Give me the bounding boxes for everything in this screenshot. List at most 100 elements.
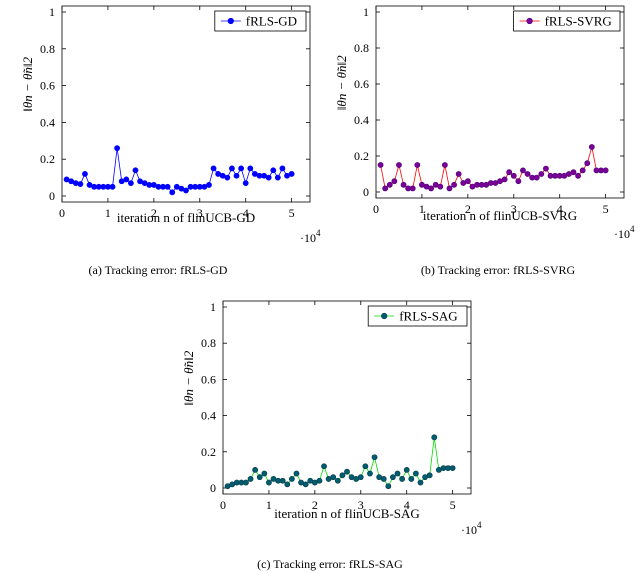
data-point: [238, 165, 245, 172]
data-point: [426, 472, 433, 479]
data-point: [417, 479, 424, 486]
data-point: [451, 181, 457, 188]
y-tick-label: 0.4: [40, 115, 55, 129]
data-point: [293, 470, 300, 477]
data-point: [386, 181, 393, 188]
legend: fRLS-GD: [214, 10, 307, 32]
data-point: [164, 183, 171, 190]
x-tick-label: 5: [450, 498, 456, 512]
data-point: [242, 180, 249, 187]
data-point: [524, 171, 531, 177]
data-point: [316, 477, 323, 484]
x-scale-exponent: 4: [630, 224, 635, 234]
data-point: [431, 434, 438, 441]
data-point: [229, 165, 235, 172]
data-point: [584, 160, 591, 167]
data-point: [247, 476, 254, 482]
x-axis-label: iteration n of flinUCB-SAG: [274, 506, 420, 521]
data-point: [396, 162, 402, 168]
x-scale-note: ·104: [300, 228, 321, 245]
data-point: [321, 463, 327, 470]
data-point: [371, 454, 378, 461]
y-axis-label: ‖θn − θ̃n‖2: [334, 55, 349, 110]
data-point: [288, 476, 295, 482]
y-tick-label: 1: [49, 5, 55, 19]
data-point: [169, 189, 176, 196]
legend-marker: [381, 312, 388, 320]
x-tick-label: 2: [312, 498, 318, 512]
x-tick-label: 0: [373, 202, 379, 216]
x-tick-label: 4: [557, 202, 563, 216]
data-point: [233, 172, 240, 179]
data-point: [284, 481, 291, 488]
data-point: [390, 474, 396, 481]
x-tick-label: 1: [105, 206, 111, 220]
data-point: [602, 167, 609, 174]
data-point: [538, 171, 545, 177]
figure-caption: (a) Tracking error: fRLS-GD: [89, 263, 228, 277]
data-point: [391, 178, 398, 185]
data-point: [409, 185, 416, 192]
data-point: [394, 470, 401, 477]
data-point: [501, 176, 508, 183]
data-point: [279, 165, 286, 172]
data-point: [382, 185, 389, 192]
data-point: [279, 477, 286, 484]
y-tick-label: 0.2: [40, 152, 55, 166]
x-tick-label: 2: [465, 202, 471, 216]
legend-box: [513, 10, 621, 32]
data-point: [256, 474, 263, 481]
data-point: [127, 180, 134, 187]
data-point: [270, 167, 277, 174]
data-point: [570, 169, 577, 176]
y-tick-label: 0.6: [40, 79, 55, 93]
data-point: [183, 187, 189, 194]
data-point: [109, 183, 116, 190]
data-point: [446, 185, 453, 192]
y-tick-label: 0.8: [40, 42, 55, 56]
data-point: [441, 162, 448, 168]
plot-frame: [222, 300, 472, 495]
data-point: [206, 182, 212, 188]
x-tick-label: 4: [243, 206, 249, 220]
data-point: [210, 165, 217, 172]
data-point: [510, 172, 517, 179]
y-tick-label: 0.6: [201, 372, 216, 386]
data-point: [357, 474, 364, 481]
data-point: [334, 477, 341, 484]
data-point: [380, 476, 387, 482]
data-point: [330, 474, 337, 481]
legend-box: [214, 10, 307, 32]
data-point: [437, 183, 444, 190]
y-tick-label: 0.4: [354, 113, 369, 127]
legend: fRLS-SAG: [367, 305, 468, 327]
data-point: [377, 162, 384, 168]
data-point: [261, 470, 268, 477]
x-tick-label: 1: [419, 202, 425, 216]
y-tick-label: 0.2: [201, 445, 216, 459]
data-point: [414, 162, 421, 168]
data-point: [247, 165, 254, 172]
x-scale-note: ·104: [614, 224, 635, 241]
y-tick-label: 0.4: [201, 409, 216, 423]
data-point: [344, 468, 350, 475]
data-point: [588, 144, 595, 150]
data-point: [575, 172, 581, 179]
data-point: [72, 180, 79, 187]
plot-frame: [61, 5, 311, 203]
legend-label: fRLS-SAG: [399, 309, 458, 324]
x-tick-label: 2: [151, 206, 157, 220]
y-axis-label: ‖θn − θ̃n‖2: [181, 350, 196, 405]
chart-panel-1: 0 0.2 0.4 0.6 0.8 1 0 1 2 3 4 5 ·104 iteration n of f…: [20, 5, 321, 277]
data-point: [243, 479, 249, 486]
data-point: [412, 470, 419, 477]
x-tick-label: 3: [358, 498, 364, 512]
data-point: [399, 476, 406, 482]
data-point: [339, 472, 346, 479]
data-point: [408, 476, 415, 482]
plot-frame: [375, 5, 625, 199]
x-tick-label: 0: [220, 498, 226, 512]
legend-marker: [526, 17, 533, 25]
y-tick-label: 0.8: [354, 41, 369, 55]
data-point: [265, 174, 272, 181]
